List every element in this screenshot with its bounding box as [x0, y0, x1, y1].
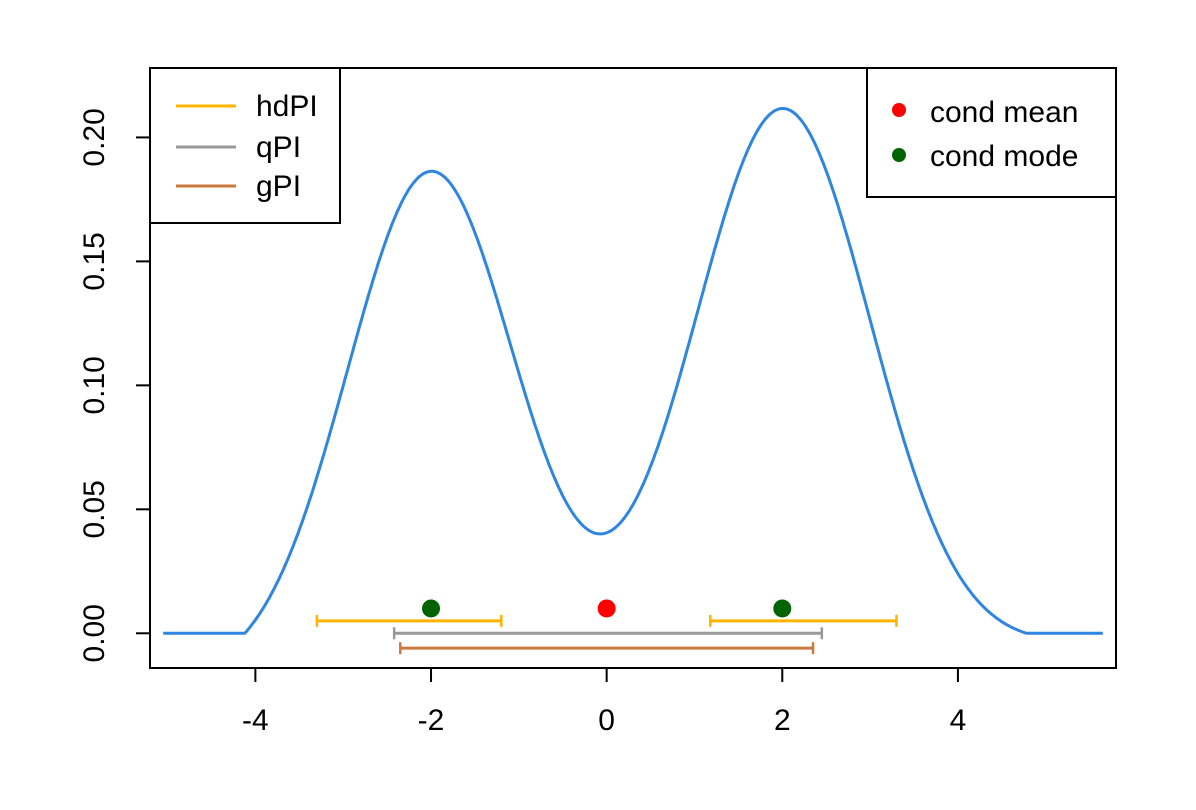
legend-cond-mode-label: cond mode [930, 140, 1078, 173]
y-tick-label: 0.00 [78, 604, 111, 662]
legend-hdpi-label: hdPI [256, 90, 318, 123]
legend-cond-mode-swatch [892, 148, 906, 162]
density-curve [163, 107, 1103, 635]
hdpi-interval-0 [315, 614, 503, 627]
hdpi-interval-1 [709, 614, 898, 627]
y-tick-label: 0.10 [78, 356, 111, 414]
gpi-interval-0 [399, 642, 815, 655]
y-tick-label: 0.20 [78, 108, 111, 166]
legend-points-box [866, 67, 1117, 198]
axes: -4 -2 0 2 4 0.00 0.05 0.10 0.15 0.20 [78, 108, 966, 737]
cond-mean-point-0 [597, 599, 616, 618]
legend-intervals: hdPI qPI gPI [149, 67, 341, 224]
x-tick-label: -2 [418, 704, 445, 737]
legend-gpi-label: gPI [256, 170, 301, 203]
y-tick-label: 0.05 [78, 480, 111, 538]
chart-marks [163, 107, 1103, 655]
y-tick-label: 0.15 [78, 232, 111, 290]
legend-points: cond mean cond mode [866, 67, 1117, 198]
x-tick-label: 2 [774, 704, 791, 737]
cond-mode-point-1 [773, 599, 792, 618]
x-tick-label: -4 [242, 704, 269, 737]
cond-mode-point-0 [422, 599, 441, 618]
qpi-interval-0 [392, 627, 824, 640]
legend-cond-mean-label: cond mean [930, 96, 1078, 129]
legend-cond-mean-swatch [892, 103, 906, 117]
x-tick-label: 0 [598, 704, 615, 737]
legend-qpi-label: qPI [256, 131, 301, 164]
x-tick-label: 4 [950, 704, 967, 737]
